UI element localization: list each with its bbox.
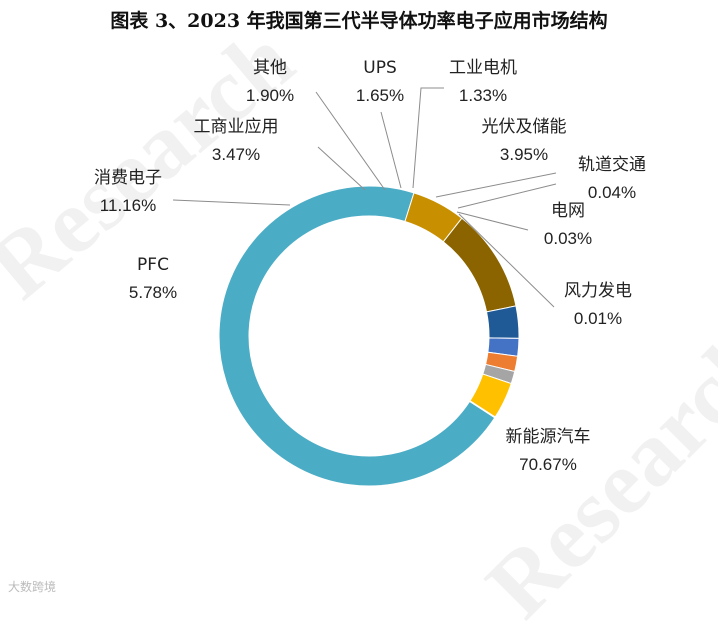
slice-label-11: 风力发电 [564,281,632,301]
slice-value-label-5: 1.90% [246,86,294,105]
slice-label-10: 电网 [551,201,585,221]
leader-line-9 [457,183,557,209]
slice-value-label-4: 3.47% [212,145,260,164]
leader-line-8 [435,172,557,198]
leader-line-7 [412,87,444,189]
slice-label-4: 工商业应用 [194,117,279,137]
slice-label-1: 新能源汽车 [506,427,591,447]
slice-value-label-8: 3.95% [500,145,548,164]
slice-value-label-6: 1.65% [356,86,404,105]
slice-value-label-3: 11.16% [100,196,156,215]
source-note: 大数跨境 [8,580,57,594]
slice-label-8: 光伏及储能 [482,117,567,137]
slice-value-label-11: 0.01% [574,309,622,328]
slice-value-label-7: 1.33% [459,86,507,105]
slice-label-3: 消费电子 [94,168,162,188]
donut-slice-1 [218,185,496,487]
donut-slice-11 [468,400,496,419]
slice-label-7: 工业电机 [449,58,517,78]
leader-line-4 [317,146,366,191]
slice-value-label-2: 5.78% [129,283,177,302]
slice-label-2: PFC [137,255,169,275]
slice-value-label-10: 0.03% [544,229,592,248]
leader-line-6 [380,111,402,189]
slice-label-6: UPS [363,58,397,78]
slice-label-9: 轨道交通 [578,155,646,175]
leader-line-5 [315,91,386,191]
donut-slice-4 [485,305,520,339]
chart-title: 图表 3、2023 年我国第三代半导体功率电子应用市场结构 [110,10,608,32]
slice-value-label-9: 0.04% [588,183,636,202]
slice-value-label-1: 70.67% [519,455,577,474]
leader-line-11 [458,213,555,308]
donut-chart: 新能源汽车 70.67% PFC 5.78% 消费电子 11.16% 工商业应用 3.47% 其… [94,58,646,487]
leader-line-3 [172,199,291,206]
donut-slice-3 [442,217,517,313]
leader-line-10 [456,211,529,231]
slice-label-5: 其他 [253,58,287,78]
